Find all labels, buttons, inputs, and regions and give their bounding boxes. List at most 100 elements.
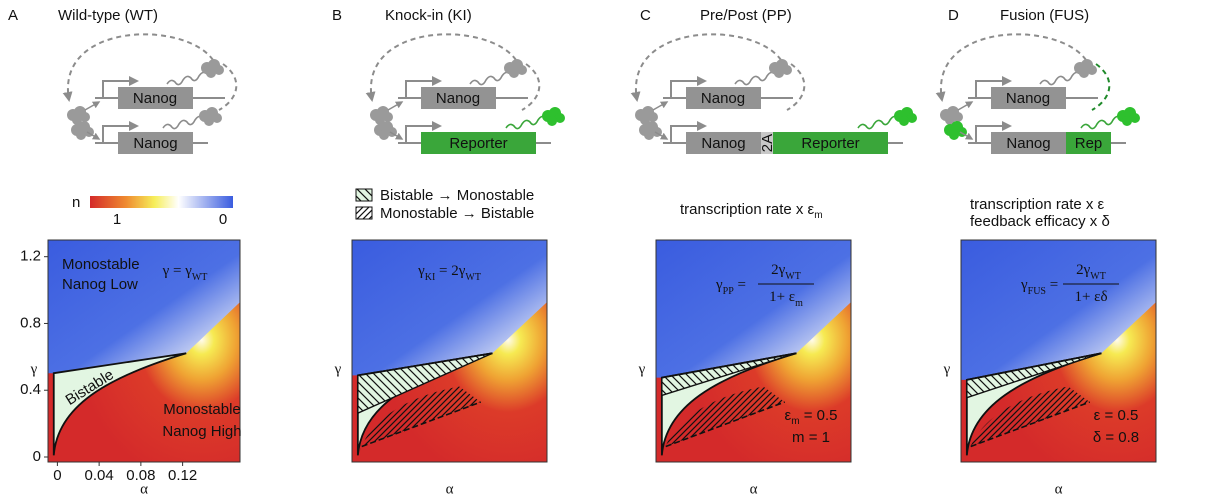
x-axis-label: α [446,481,454,497]
text-run: 2γ [771,262,786,278]
x-axis-label: α [1055,481,1063,497]
x-tick-label: 0.04 [85,467,114,484]
caption: transcription rate x εm [680,201,823,221]
protein-lobe [949,130,959,140]
hatch-swatch [356,189,372,201]
hatch-legend-label: Bistable → Monostable [380,187,534,204]
y-axis-label: γ [943,361,951,377]
hatch-legend-label: Monostable → Bistable [380,205,534,222]
protein-lobe [1122,116,1132,126]
y-axis-label: γ [334,361,342,377]
mrna [470,72,510,84]
protein [201,59,224,78]
figure: AWild-type (WT)NanogNanogn10γα00.40.81.2… [0,0,1215,500]
protein-lobe [206,68,216,78]
binding-arrow [653,102,667,110]
gene-label: Nanog [1006,90,1050,107]
hatch-swatch [356,207,372,219]
colorbar-tick: 0 [219,211,227,228]
colorbar [90,196,233,208]
y-tick-label: 0.8 [20,314,41,331]
gene-label: Rep [1075,135,1103,152]
protein-lobe [76,130,86,140]
protein [1074,59,1097,78]
subscript: m [795,298,803,309]
x-tick-label: 0 [53,467,61,484]
panel-title: Knock-in (KI) [385,7,472,24]
protein [199,107,222,126]
gene-label: Nanog [1006,135,1050,152]
mrna [735,72,775,84]
subscript: KI [425,272,436,283]
text-run: transcription rate x ε [970,196,1105,213]
text-run: 2γ [1076,262,1091,278]
colorbar-tick: 1 [113,211,121,228]
gene-label: Nanog [701,90,745,107]
caption: feedback efficacy x δ [970,213,1110,230]
parameter: m = 1 [792,429,830,446]
subscript: WT [192,272,208,283]
text-run: 1+ ε [769,289,795,305]
subscript: WT [785,271,801,282]
x-tick-label: 0.08 [126,467,155,484]
mrna [1081,116,1121,128]
subscript: WT [1090,271,1106,282]
gene-label: Nanog [436,90,480,107]
protein [1117,107,1140,126]
binding-arrow [85,102,99,110]
gene-label: Reporter [449,135,507,152]
region-label: Nanog High [162,423,241,440]
gene-label: Nanog [701,135,745,152]
panel-letter: D [948,7,959,24]
text-run: = [1046,277,1058,293]
mrna [1040,72,1080,84]
protein-lobe [644,130,654,140]
panel-title: Pre/Post (PP) [700,7,792,24]
text-run: = 2γ [435,263,465,279]
panel-letter: C [640,7,651,24]
panel-title: Wild-type (WT) [58,7,158,24]
text-run: δ = 0.8 [1093,429,1139,446]
text-run: γ = γ [162,263,193,279]
page: {"panels":[ {"letter":"A","title":"Wild-… [0,0,1215,500]
region-label: Nanog Low [62,276,138,293]
region-label: Monostable [163,401,241,418]
text-run: = 0.5 [800,407,838,424]
protein [504,59,527,78]
subscript: PP [723,286,735,297]
panel-letter: A [8,7,18,24]
y-tick-label: 0 [33,448,41,465]
gene-label: Nanog [133,135,177,152]
protein [769,59,792,78]
gene-label: Nanog [133,90,177,107]
mrna [506,116,546,128]
mrna [163,116,203,128]
caption: transcription rate x ε [970,196,1105,213]
protein-lobe [774,68,784,78]
text-run: ε = 0.5 [1094,407,1139,424]
protein-lobe [509,68,519,78]
subscript: m [814,210,822,221]
x-tick-label: 0.12 [168,467,197,484]
binding-arrow [388,102,402,110]
protein-lobe [547,116,557,126]
subscript: FUS [1028,286,1046,297]
x-axis-label: α [750,481,758,497]
mrna [167,72,207,84]
subscript: m [791,416,799,427]
binding-arrow [958,102,972,110]
protein-lobe [379,130,389,140]
text-run: feedback efficacy x δ [970,213,1110,230]
region-label: Monostable [62,256,140,273]
colorbar-label: n [72,194,80,211]
gene-label: Reporter [801,135,859,152]
text-run: transcription rate x ε [680,201,815,218]
panel-title: Fusion (FUS) [1000,7,1089,24]
subscript: WT [465,272,481,283]
equation-denominator: 1+ εδ [1074,289,1107,305]
parameter: ε = 0.5 [1094,407,1139,424]
protein [542,107,565,126]
protein-lobe [899,116,909,126]
mrna [858,116,898,128]
protein-lobe [204,116,214,126]
